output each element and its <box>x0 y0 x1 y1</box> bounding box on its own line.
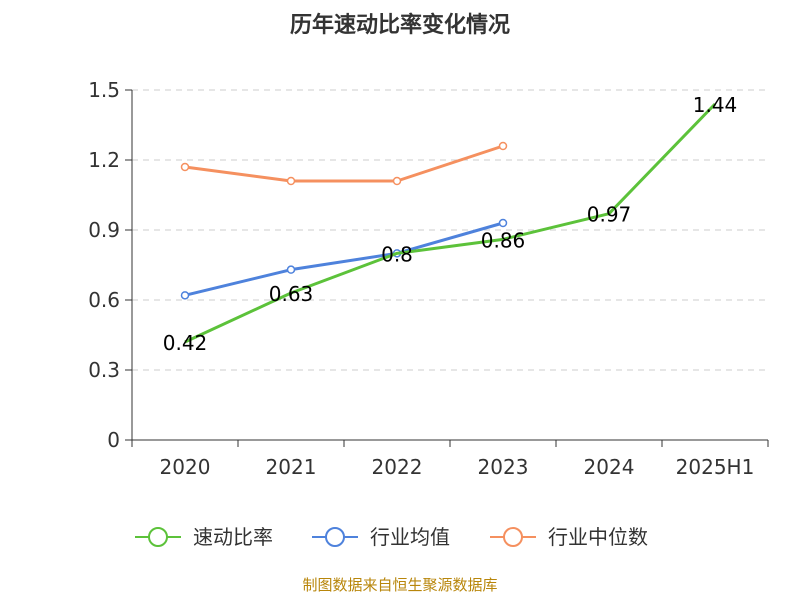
source-footer: 制图数据来自恒生聚源数据库 <box>302 576 498 594</box>
legend-label: 行业均值 <box>370 525 450 549</box>
y-tick-label: 0.6 <box>88 288 120 312</box>
series-line-2 <box>184 144 504 183</box>
x-tick-label: 2020 <box>160 455 211 479</box>
x-tick-label: 2025H1 <box>676 455 755 479</box>
data-label: 0.8 <box>381 242 413 266</box>
x-tick-label: 2022 <box>372 455 423 479</box>
legend-label: 速动比率 <box>193 525 273 549</box>
series-point <box>286 176 296 186</box>
axes: 0 0.3 0.6 0.9 1.2 1.5 2020 2021 2022 2023 2024 2025… <box>88 78 769 479</box>
legend-marker-icon <box>148 527 168 547</box>
legend-item: 行业中位数 <box>490 525 648 549</box>
legend-item: 行业均值 <box>312 525 450 549</box>
y-tick-label: 1.2 <box>88 148 120 172</box>
data-label: 0.63 <box>269 282 314 306</box>
series-point <box>498 218 508 228</box>
series-group <box>180 102 717 344</box>
y-tick-label: 0.3 <box>88 358 120 382</box>
legend-item: 速动比率 <box>135 525 273 549</box>
series-line-1 <box>184 221 504 297</box>
chart-title: 历年速动比率变化情况 <box>290 12 510 38</box>
data-label: 0.86 <box>481 228 526 252</box>
series-point <box>392 176 402 186</box>
legend: 速动比率 行业均值 行业中位数 <box>135 525 648 549</box>
data-labels: 0.42 0.63 0.8 0.86 0.97 1.44 <box>163 93 738 355</box>
y-tick-label: 1.5 <box>88 78 120 102</box>
series-point <box>498 141 508 151</box>
x-tick-label: 2021 <box>266 455 317 479</box>
x-tick-label: 2023 <box>478 455 529 479</box>
series-point <box>286 265 296 274</box>
data-label: 0.42 <box>163 331 208 355</box>
y-tick-label: 0 <box>107 428 120 452</box>
series-line-0 <box>184 102 717 344</box>
data-label: 1.44 <box>693 93 738 117</box>
series-point <box>180 162 190 172</box>
legend-marker-icon <box>325 527 345 547</box>
legend-marker-icon <box>503 527 523 547</box>
series-point <box>180 291 190 300</box>
legend-label: 行业中位数 <box>548 525 648 549</box>
y-tick-label: 0.9 <box>88 218 120 242</box>
x-tick-label: 2024 <box>584 455 635 479</box>
data-label: 0.97 <box>587 203 632 227</box>
grid <box>132 89 768 371</box>
